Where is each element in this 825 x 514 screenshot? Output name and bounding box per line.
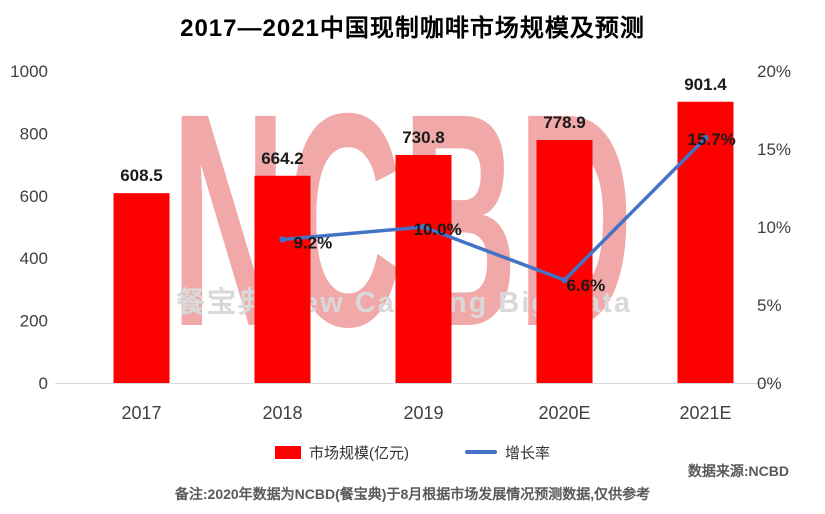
x-axis-label: 2019 [403, 403, 443, 423]
right-axis-tick: 10% [757, 218, 791, 237]
left-axis-tick: 400 [20, 249, 48, 268]
legend-line-label: 增长率 [504, 444, 550, 462]
bar-value-label: 730.8 [402, 128, 445, 147]
x-axis-label: 2020E [538, 403, 590, 423]
legend-item-line: 增长率 [464, 442, 550, 463]
note: 备注:2020年数据为NCBD(餐宝典)于8月根据市场发展情况预测数据,仅供参考 [174, 486, 651, 502]
legend-item-bars: 市场规模(亿元) [274, 442, 409, 463]
line-value-label: 9.2% [294, 233, 333, 252]
bar-value-label: 608.5 [120, 166, 163, 185]
left-axis-tick: 1000 [10, 62, 48, 81]
line-point [561, 276, 568, 284]
line-value-label: 15.7% [688, 130, 736, 149]
bar-2017 [113, 193, 170, 383]
x-axis-label: 2017 [121, 403, 161, 423]
line-swatch-icon [464, 450, 497, 454]
data-source: 数据来源:NCBD [687, 463, 789, 479]
growth-line [280, 136, 708, 282]
line-value-label: 6.6% [567, 276, 606, 295]
bar-2021E [677, 101, 734, 384]
right-axis-tick: 20% [757, 62, 791, 81]
chart-canvas: NCBD餐宝典 New Catering Big Data02004006008… [10, 51, 791, 423]
line-point [420, 223, 427, 231]
x-axis-label: 2021E [679, 403, 731, 423]
line-point [279, 236, 286, 243]
x-axis-label: 2018 [262, 403, 302, 423]
left-axis-tick: 200 [20, 312, 48, 331]
left-axis-tick: 800 [20, 124, 48, 143]
line-value-label: 10.0% [414, 220, 462, 239]
line-point [702, 134, 709, 142]
bar-value-label: 778.9 [543, 113, 586, 132]
left-axis-tick: 600 [20, 187, 48, 206]
legend-bars-label: 市场规模(亿元) [308, 444, 409, 462]
bar-value-label: 664.2 [261, 149, 304, 168]
left-axis-tick: 0 [39, 374, 48, 393]
bar-swatch-icon [274, 445, 301, 459]
legend: 市场规模(亿元) 增长率 [0, 441, 825, 463]
right-axis-tick: 5% [757, 296, 782, 315]
bar-2018 [254, 175, 311, 383]
chart-title: 2017—2021中国现制咖啡市场规模及预测 [180, 15, 645, 42]
right-axis-tick: 0% [757, 374, 782, 393]
bar-value-label: 901.4 [684, 75, 727, 94]
right-axis-tick: 15% [757, 140, 791, 159]
bar-2019 [395, 154, 452, 383]
